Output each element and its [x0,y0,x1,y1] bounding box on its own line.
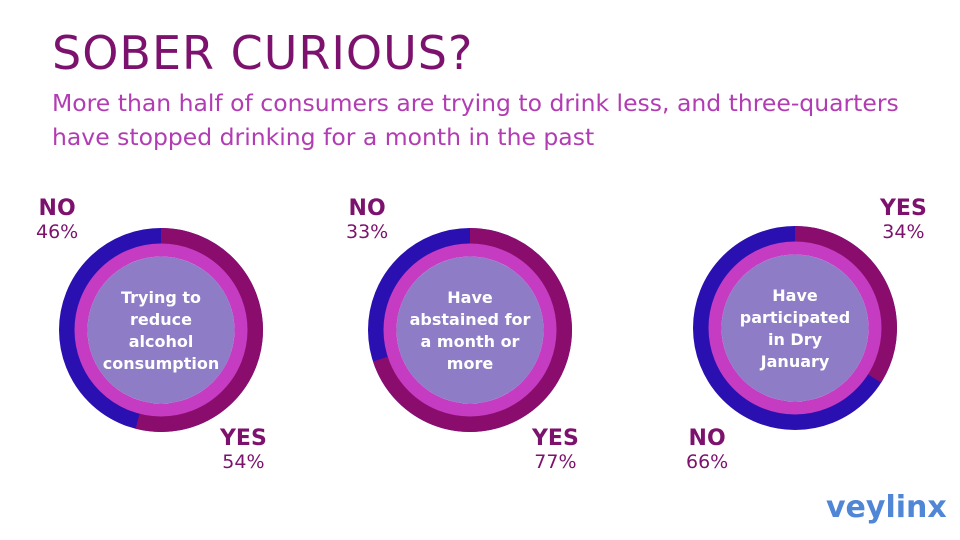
donut-2-yes-label: YES 77% [532,426,579,473]
donut-3-yes-label: YES 34% [880,196,927,243]
donut-3-no-label: NO 66% [686,426,729,473]
page-subtitle: More than half of consumers are trying t… [52,89,899,151]
donut-3-yes-segment [794,226,897,383]
donut-2-yes-segment [372,228,572,432]
donut-1-yes-segment [135,228,263,432]
donut-3-center [721,254,869,402]
donut-3-center-label-line: January [760,352,830,371]
donut-2-inner-ring [383,243,557,417]
donut-1-center-label-line: consumption [103,354,219,373]
donut-2-center-label-line: more [447,354,494,373]
donut-3-center-label-line: participated [740,308,850,327]
donut-1-center-label-line: alcohol [129,332,194,351]
donut-1-center-label-line: reduce [130,310,192,329]
donut-2-center-label-line: a month or [421,332,520,351]
donut-3-inner-ring [708,241,882,415]
donut-1-no-label: NO 46% [36,196,79,243]
donut-1-center-label-line: Trying to [121,288,201,307]
veylinx-logo: veylinx [826,490,947,525]
donut-2-center-label-line: abstained for [410,310,531,329]
donut-2-center-label-line: Have [447,288,493,307]
donut-1-center [87,256,235,404]
page-title: SOBER CURIOUS? [52,26,474,80]
donut-1-yes-label: YES 54% [220,426,267,473]
donut-3-center-label-line: in Dry [768,330,823,349]
donut-3-center-label-line: Have [772,286,818,305]
donut-1-inner-ring [74,243,248,417]
donut-2-center [396,256,544,404]
donut-2-no-label: NO 33% [346,196,389,243]
